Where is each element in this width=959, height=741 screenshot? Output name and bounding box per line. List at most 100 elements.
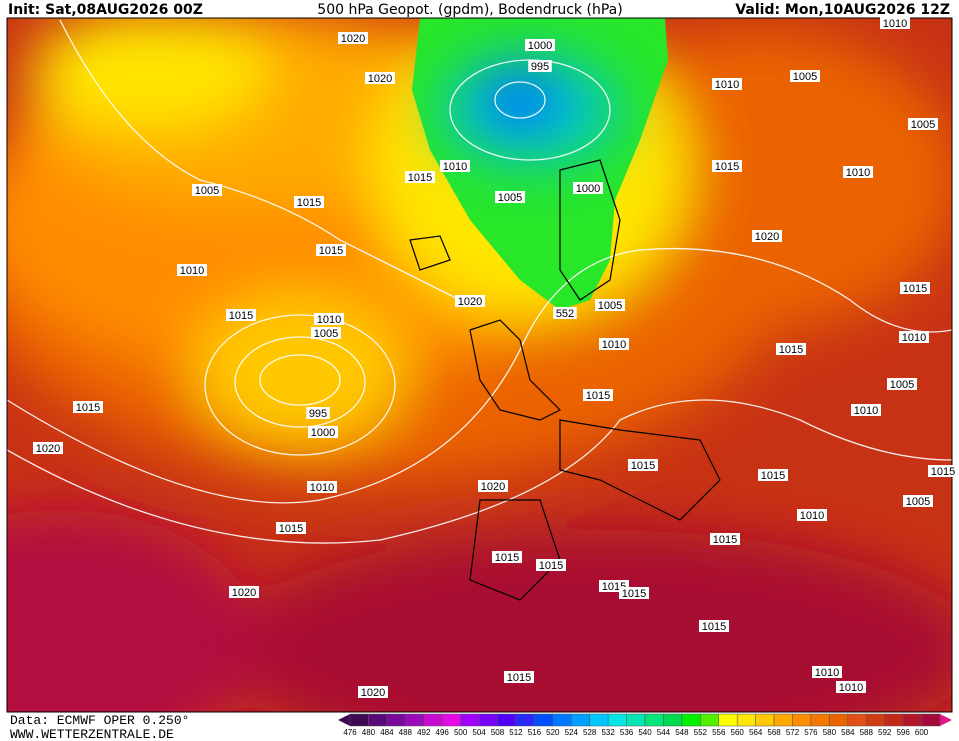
isobar-label-box (338, 32, 368, 44)
legend-label: 492 (417, 728, 431, 737)
isobar-label-box (619, 587, 649, 599)
isobar-label-box (192, 184, 222, 196)
isobar-label: 1020 (232, 587, 256, 599)
isobar-label-box (908, 118, 938, 130)
legend-swatch (736, 713, 756, 727)
isobar-label-box (899, 331, 929, 343)
isobar-label-box (525, 39, 555, 51)
isobar-label: 1015 (631, 460, 655, 472)
isobar-label: 1020 (755, 231, 779, 243)
isobar-label: 1015 (408, 172, 432, 184)
legend-label: 544 (657, 728, 671, 737)
isobar-label-box (308, 426, 338, 438)
isobar-label: 1020 (368, 73, 392, 85)
isobar-label-box (504, 671, 534, 683)
legend-label: 504 (472, 728, 486, 737)
isobar-label: 1000 (528, 40, 552, 52)
legend-swatch (755, 713, 775, 727)
legend-swatch (681, 713, 701, 727)
isobar-label: 1015 (586, 390, 610, 402)
isobar-label: 1005 (793, 71, 817, 83)
isobar-label: 1005 (911, 119, 935, 131)
isobar-label-box (758, 469, 788, 481)
legend-swatch (515, 713, 535, 727)
isobar-label-box (311, 327, 341, 339)
map-title: 500 hPa Geopot. (gpdm), Bodendruck (hPa) (317, 2, 622, 18)
isobar-label-box (599, 338, 629, 350)
isobar-label-box (73, 401, 103, 413)
isobar-label-box (307, 481, 337, 493)
legend-swatch (792, 713, 812, 727)
isobar-label: 1015 (761, 470, 785, 482)
legend-swatch (847, 713, 867, 727)
isobar-label-box (903, 495, 933, 507)
legend-swatch (405, 713, 424, 727)
legend-swatch (386, 713, 406, 727)
legend-label: 584 (841, 728, 855, 737)
isobar-label-box (528, 60, 552, 72)
isobar-label: 1015 (622, 588, 646, 600)
legend-swatch (626, 713, 646, 727)
legend-arrow-left (338, 714, 350, 726)
isobar-label-box (843, 166, 873, 178)
legend-swatch (810, 713, 830, 727)
legend-label: 556 (712, 728, 726, 737)
isobar-label: 995 (531, 61, 549, 73)
isobar-label: 1020 (341, 33, 365, 45)
legend-label: 520 (546, 728, 560, 737)
field (7, 18, 952, 712)
isobar-label: 552 (556, 308, 574, 320)
init-time: Init: Sat,08AUG2026 00Z (8, 2, 203, 18)
legend-swatch (829, 713, 849, 727)
isobar-label-box (880, 17, 910, 29)
isobar-label-box (314, 313, 344, 325)
legend-label: 592 (878, 728, 892, 737)
isobar-label-box (226, 309, 256, 321)
legend-label: 588 (860, 728, 874, 737)
legend-label: 500 (454, 728, 468, 737)
isobar-label-box (455, 295, 485, 307)
legend-label: 564 (749, 728, 763, 737)
isobar-label-box (928, 465, 958, 477)
legend-swatch (663, 713, 683, 727)
isobar-label-box (583, 389, 613, 401)
legend-label: 516 (528, 728, 542, 737)
legend-arrow-right (940, 714, 952, 726)
isobar-label: 1015 (702, 621, 726, 633)
isobar-label-box (812, 666, 842, 678)
legend-label: 552 (694, 728, 708, 737)
isobar-label-box (712, 78, 742, 90)
legend-label: 576 (804, 728, 818, 737)
legend-label: 536 (620, 728, 634, 737)
legend-swatch (718, 713, 738, 727)
legend-label: 572 (786, 728, 800, 737)
isobar-label-box (33, 442, 63, 454)
legend-label: 528 (583, 728, 597, 737)
isobar-label: 1010 (815, 667, 839, 679)
isobar-label: 1000 (311, 427, 335, 439)
isobar-label: 1005 (498, 192, 522, 204)
isobar-label: 1015 (229, 310, 253, 322)
isobar-label: 1020 (36, 443, 60, 455)
legend-label: 548 (675, 728, 689, 737)
isobar-label: 1020 (481, 481, 505, 493)
isobar-label: 1010 (800, 510, 824, 522)
isobar-label: 1010 (839, 682, 863, 694)
isobar-label-box (628, 459, 658, 471)
isobar-label-box (699, 620, 729, 632)
legend-swatch (552, 713, 572, 727)
isobar-label: 1005 (598, 300, 622, 312)
isobar-label-box (365, 72, 395, 84)
isobar-label: 1010 (310, 482, 334, 494)
legend-label: 508 (491, 728, 505, 737)
isobar-label-box (306, 407, 330, 419)
isobar-label: 1010 (715, 79, 739, 91)
isobar-label-box (553, 307, 577, 319)
data-source: Data: ECMWF OPER 0.250° (10, 713, 189, 728)
isobar-label: 1015 (903, 283, 927, 295)
isobar-label: 1010 (180, 265, 204, 277)
isobar-label: 1010 (602, 339, 626, 351)
isobar-label: 1010 (846, 167, 870, 179)
isobar-label-box (836, 681, 866, 693)
